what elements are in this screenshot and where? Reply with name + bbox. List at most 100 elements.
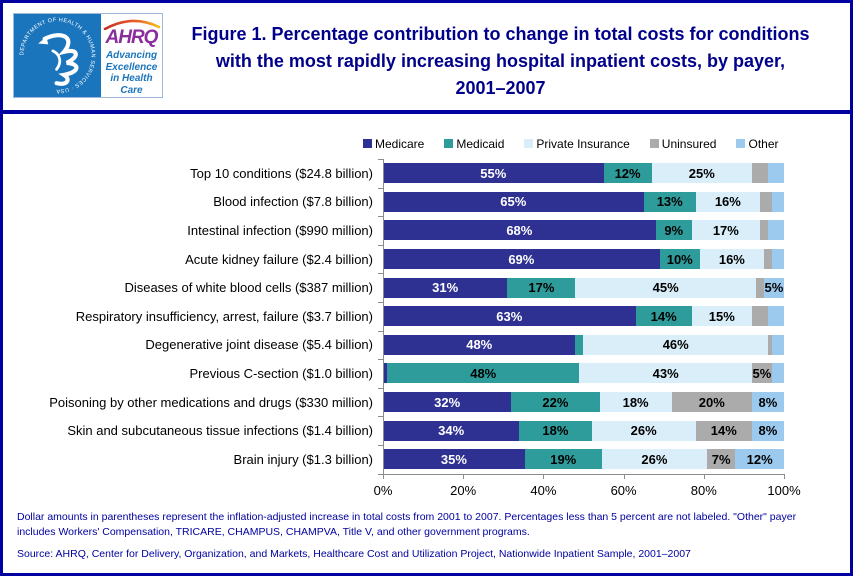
- ahrq-logo-panel: AHRQ Advancing Excellence in Health Care: [101, 14, 162, 97]
- bar-value-label: 20%: [698, 394, 725, 410]
- x-axis-tick: [703, 473, 705, 479]
- category-label: Top 10 conditions ($24.8 billion): [190, 165, 373, 181]
- bar-track: 31% 17% 45% 5%: [383, 277, 784, 298]
- legend-swatch-medicaid: [444, 139, 454, 148]
- chart-row: Intestinal infection ($990 million) 68% 9%…: [33, 216, 850, 245]
- category-label: Respiratory insufficiency, arrest, failu…: [75, 308, 373, 324]
- category-label: Degenerative joint disease ($5.4 billion…: [145, 337, 373, 353]
- bar-value-label: 32%: [434, 394, 461, 410]
- bar-value-label: 5%: [752, 365, 772, 381]
- chart-row: Brain injury ($1.3 billion) 35% 19% 26% 7% 12…: [33, 445, 850, 474]
- category-label: Acute kidney failure ($2.4 billion): [185, 251, 373, 267]
- bar-value-label: 15%: [708, 308, 735, 324]
- bar-segment-private-insurance: 26%: [591, 420, 696, 441]
- bar-segment-private-insurance: 45%: [575, 277, 756, 298]
- y-axis-line: [383, 159, 384, 474]
- x-axis-tick: [623, 473, 625, 479]
- bar-value-label: 43%: [652, 365, 679, 381]
- x-axis-tick: [383, 473, 384, 479]
- chart-row: Degenerative joint disease ($5.4 billion…: [33, 331, 850, 360]
- bar-segment-uninsured: [759, 220, 768, 241]
- bar-segment-private-insurance: 26%: [601, 449, 708, 470]
- x-axis-tick-label: 100%: [767, 482, 801, 498]
- bar-segment-uninsured: [755, 277, 764, 298]
- bar-value-label: 10%: [666, 251, 693, 267]
- ahrq-hhs-logo: DEPARTMENT OF HEALTH & HUMAN SERVICES · …: [13, 13, 163, 98]
- bar-segment-medicaid: 9%: [655, 220, 692, 241]
- bar-segment-uninsured: [751, 306, 768, 327]
- bar-segment-uninsured: 14%: [695, 420, 752, 441]
- bar-segment-medicare: [383, 363, 387, 384]
- ahrq-arc-icon: [103, 19, 160, 30]
- bar-segment-uninsured: [763, 249, 772, 270]
- legend-label: Medicare: [375, 136, 425, 151]
- bar-segment-other: [767, 220, 784, 241]
- bar-segment-private-insurance: 25%: [651, 163, 752, 184]
- bar-segment-medicaid: [575, 334, 584, 355]
- legend-item-uninsured: Uninsured: [649, 137, 716, 151]
- bar-segment-medicare: 34%: [383, 420, 520, 441]
- bar-value-label: 26%: [630, 423, 657, 439]
- chart-legend: Medicare Medicaid Private Insurance Uninsur…: [363, 136, 850, 151]
- bar-segment-private-insurance: 16%: [695, 191, 760, 212]
- x-axis-tick-label: 40%: [530, 482, 557, 498]
- bar-segment-medicaid: 18%: [519, 420, 592, 441]
- bar-value-label: 46%: [662, 337, 689, 353]
- bar-segment-medicare: 35%: [383, 449, 525, 470]
- y-axis-tick: [378, 159, 383, 160]
- bar-segment-medicare: 31%: [383, 277, 508, 298]
- header: DEPARTMENT OF HEALTH & HUMAN SERVICES · …: [3, 3, 850, 110]
- footnotes: Dollar amounts in parentheses represent …: [17, 510, 836, 563]
- bar-segment-other: [767, 306, 784, 327]
- header-divider: [3, 110, 850, 114]
- bar-value-label: 65%: [500, 194, 527, 210]
- bar-segment-medicaid: 22%: [511, 392, 600, 413]
- bar-value-label: 68%: [506, 222, 533, 238]
- bar-segment-medicaid: 14%: [635, 306, 692, 327]
- legend-item-medicare: Medicare: [363, 137, 424, 151]
- legend-item-private-insurance: Private Insurance: [524, 137, 630, 151]
- bar-segment-medicaid: 48%: [387, 363, 580, 384]
- bar-segment-private-insurance: 18%: [599, 392, 672, 413]
- bar-value-label: 8%: [758, 423, 778, 439]
- bar-value-label: 16%: [714, 194, 741, 210]
- bar-track: 63% 14% 15%: [383, 306, 784, 327]
- legend-item-other: Other: [736, 137, 779, 151]
- bar-track: 65% 13% 16%: [383, 191, 784, 212]
- bar-value-label: 8%: [758, 394, 778, 410]
- bar-segment-medicare: 68%: [383, 220, 656, 241]
- bar-segment-other: 5%: [763, 277, 784, 298]
- bar-segment-private-insurance: 16%: [699, 249, 764, 270]
- bar-value-label: 9%: [664, 222, 684, 238]
- y-axis-tick: [378, 359, 383, 361]
- bar-segment-medicaid: 19%: [524, 449, 602, 470]
- x-axis-line: [383, 473, 784, 475]
- chart-row: Diseases of white blood cells ($387 mill…: [33, 273, 850, 302]
- legend-item-medicaid: Medicaid: [444, 137, 504, 151]
- legend-swatch-other: [736, 139, 746, 148]
- bar-segment-medicare: 48%: [383, 334, 576, 355]
- bar-segment-other: [771, 334, 784, 355]
- bar-segment-medicare: 63%: [383, 306, 636, 327]
- bar-value-label: 14%: [710, 423, 737, 439]
- bar-value-label: 12%: [614, 165, 641, 181]
- x-axis: 0% 20% 40% 60% 80% 100%: [374, 473, 801, 500]
- bar-segment-other: [771, 191, 784, 212]
- footnote: Dollar amounts in parentheses represent …: [17, 510, 797, 538]
- legend-swatch-medicare: [363, 139, 372, 148]
- x-axis-tick-label: 80%: [690, 482, 717, 498]
- bar-segment-other: [771, 363, 784, 384]
- title-wrap: Figure 1. Percentage contribution to cha…: [163, 13, 838, 102]
- bar-value-label: 18%: [542, 423, 569, 439]
- category-label: Poisoning by other medications and drugs…: [49, 394, 373, 410]
- bar-segment-private-insurance: 17%: [691, 220, 760, 241]
- bar-segment-uninsured: [759, 191, 772, 212]
- bar-segment-other: [767, 163, 784, 184]
- y-axis-tick: [378, 473, 383, 475]
- y-axis-tick: [378, 330, 383, 332]
- bar-value-label: 48%: [470, 365, 497, 381]
- bar-segment-other: 12%: [735, 449, 784, 470]
- bar-value-label: 22%: [542, 394, 569, 410]
- legend-label: Medicaid: [456, 136, 505, 151]
- x-axis-tick-label: 60%: [610, 482, 637, 498]
